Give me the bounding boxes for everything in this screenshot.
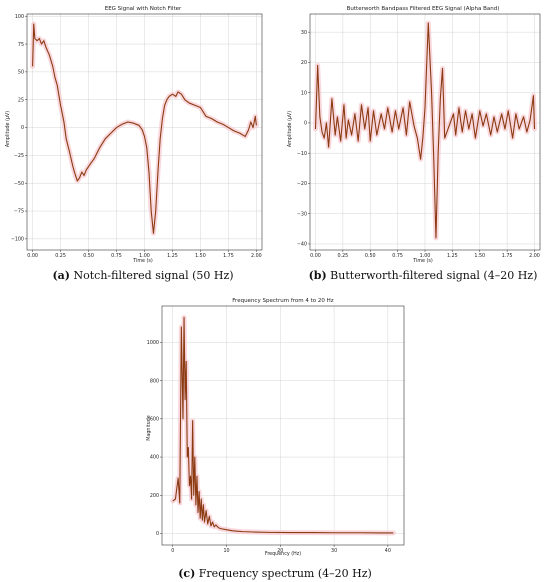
y-tick-labels: 100 75 50 25 0 −25 −50 −75 −100 xyxy=(11,14,27,243)
caption-b: (b) Butterworth-filtered signal (4–20 Hz… xyxy=(309,269,538,282)
chart-frequency-spectrum: Frequency Spectrum from 4 to 20 Hz 0 10 20… xyxy=(146,298,405,557)
x-tick-label: 30 xyxy=(331,548,337,554)
chart-butterworth-filtered: Butterworth Bandpass Filtered EEG Signal… xyxy=(287,6,541,264)
plot-frame xyxy=(161,305,405,546)
signal-path xyxy=(172,316,394,534)
y-tick-label: 0 xyxy=(156,531,159,537)
caption-a-label: (a) xyxy=(52,269,70,282)
signal-glow-path xyxy=(170,314,396,536)
signal-line xyxy=(32,23,257,234)
y-tick-label: 0 xyxy=(21,125,24,131)
x-tick-label: 2.00 xyxy=(251,253,262,259)
y-tick-labels: 0 200 400 600 800 1000 xyxy=(147,340,162,537)
y-tick-label: 1000 xyxy=(147,340,159,346)
chart-title: EEG Signal with Notch Filter xyxy=(105,6,182,12)
x-tick-label: 0.25 xyxy=(55,253,66,259)
x-tick-label: 1.50 xyxy=(474,253,485,259)
chart-title: Frequency Spectrum from 4 to 20 Hz xyxy=(232,298,334,304)
y-tick-label: 100 xyxy=(15,14,24,20)
y-tick-label: −25 xyxy=(14,153,24,159)
x-tick-label: 0 xyxy=(171,548,174,554)
grid xyxy=(27,14,262,250)
x-tick-label: 0.50 xyxy=(365,253,376,259)
y-tick-label: 20 xyxy=(301,60,307,66)
caption-b-label: (b) xyxy=(309,269,327,282)
x-tick-label: 0.75 xyxy=(392,253,403,259)
y-tick-label: 200 xyxy=(150,493,159,499)
y-tick-label: 50 xyxy=(18,70,24,76)
y-tick-label: 30 xyxy=(301,30,307,36)
caption-c-text: Frequency spectrum (4–20 Hz) xyxy=(195,567,372,580)
signal-line xyxy=(314,22,536,239)
x-tick-label: 1.00 xyxy=(420,253,431,259)
caption-c: (c) Frequency spectrum (4–20 Hz) xyxy=(178,567,372,580)
y-tick-label: 75 xyxy=(18,42,24,48)
x-tick-label: 20 xyxy=(277,548,283,554)
y-axis-label: Magnitude xyxy=(146,415,152,440)
x-tick-label: 1.75 xyxy=(223,253,234,259)
caption-a: (a) Notch-filtered signal (50 Hz) xyxy=(52,269,233,282)
y-tick-label: 800 xyxy=(150,378,159,384)
x-tick-label: 1.25 xyxy=(447,253,458,259)
y-axis-label: Amplitude (µV) xyxy=(5,111,11,147)
x-tick-label: 1.75 xyxy=(502,253,513,259)
y-tick-label: 600 xyxy=(150,417,159,423)
x-axis-label: Time (s) xyxy=(132,258,153,264)
x-tick-label: 1.50 xyxy=(195,253,206,259)
x-tick-label: 2.00 xyxy=(529,253,540,259)
signal-path xyxy=(32,23,257,234)
y-tick-label: −50 xyxy=(14,181,24,187)
x-tick-labels: 0.00 0.25 0.50 0.75 1.00 1.25 1.50 1.75 2.00 xyxy=(27,250,262,259)
x-tick-labels: 0 10 20 30 40 xyxy=(171,545,391,554)
x-tick-label: 0.50 xyxy=(83,253,94,259)
x-tick-labels: 0.00 0.25 0.50 0.75 1.00 1.25 1.50 1.75 2.00 xyxy=(310,250,540,259)
x-tick-label: 1.00 xyxy=(139,253,150,259)
signal-glow xyxy=(170,314,396,536)
y-tick-label: 25 xyxy=(18,97,24,103)
y-tick-label: 0 xyxy=(304,121,307,127)
y-tick-label: 10 xyxy=(301,90,307,96)
y-tick-label: −20 xyxy=(297,181,307,187)
y-tick-label: 400 xyxy=(150,455,159,461)
y-tick-label: −75 xyxy=(14,209,24,215)
chart-notch-filtered: EEG Signal with Notch Filter 0.00 0.25 0.5… xyxy=(5,6,263,264)
y-tick-label: −30 xyxy=(297,211,307,217)
caption-b-text: Butterworth-filtered signal (4–20 Hz) xyxy=(327,269,538,282)
caption-a-text: Notch-filtered signal (50 Hz) xyxy=(70,269,234,282)
caption-c-label: (c) xyxy=(178,567,195,580)
y-tick-label: −40 xyxy=(297,242,307,248)
signal-line xyxy=(172,316,394,534)
y-tick-label: −100 xyxy=(11,237,24,243)
signal-path xyxy=(314,22,536,239)
x-tick-label: 0.25 xyxy=(338,253,349,259)
x-tick-label: 0.75 xyxy=(111,253,122,259)
y-axis-label: Amplitude (µV) xyxy=(287,111,293,147)
x-tick-label: 1.25 xyxy=(167,253,178,259)
x-tick-label: 10 xyxy=(223,548,229,554)
chart-title: Butterworth Bandpass Filtered EEG Signal… xyxy=(347,6,500,12)
x-tick-label: 40 xyxy=(385,548,391,554)
x-axis-label: Frequency (Hz) xyxy=(265,551,301,557)
y-tick-label: −10 xyxy=(297,151,307,157)
y-tick-labels: 30 20 10 0 −10 −20 −30 −40 xyxy=(297,30,310,248)
x-tick-label: 0.00 xyxy=(27,253,38,259)
x-tick-label: 0.00 xyxy=(310,253,321,259)
x-axis-label: Time (s) xyxy=(412,258,433,264)
